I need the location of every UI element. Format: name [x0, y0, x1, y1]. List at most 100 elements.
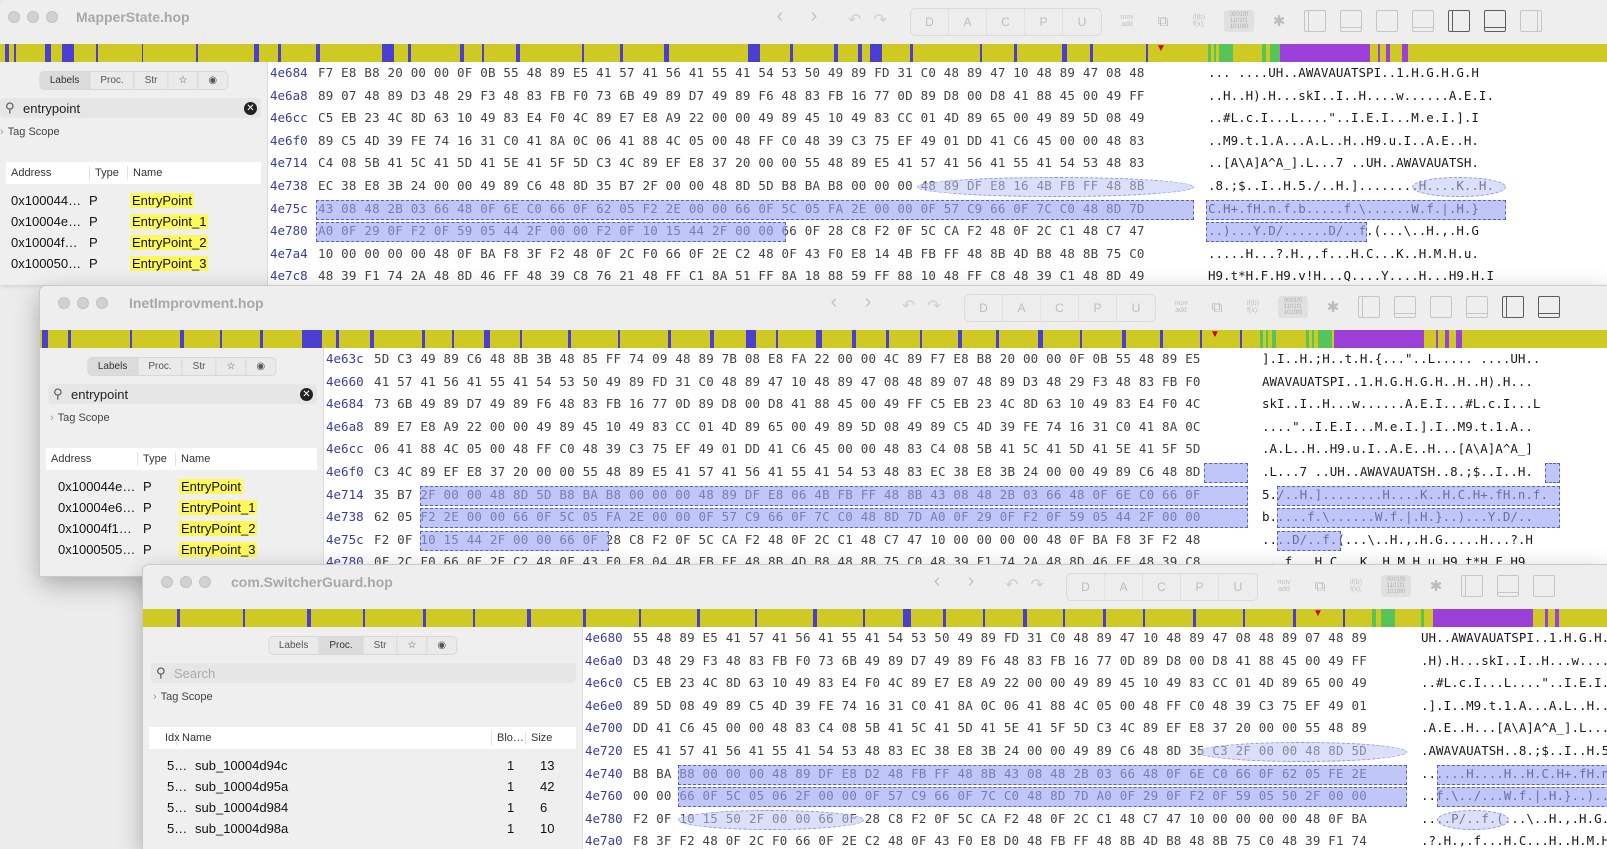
mode-undefined-button[interactable]: U — [1077, 15, 1087, 29]
hex-row[interactable]: 4e684 73 6B 49 89 D7 49 89 F6 48 83 FB 16… — [324, 393, 1607, 416]
hex-bytes[interactable]: C5 EB 23 4C 8D 63 10 49 83 E4 F0 4C 89 E… — [318, 110, 1145, 126]
navigation-strip[interactable]: ▼ — [40, 330, 1607, 348]
hex-bytes[interactable]: 89 C5 4D 39 FE 74 16 31 C0 41 8A 0C 06 4… — [318, 132, 1145, 148]
hex-bytes[interactable]: EC 38 E8 3B 24 00 00 49 89 C6 48 8D 35 B… — [318, 177, 1145, 193]
redo-icon[interactable]: ↷ — [873, 12, 887, 29]
redo-icon[interactable]: ↷ — [1030, 577, 1044, 594]
hex-row[interactable]: 4e684 F7 E8 B8 20 00 00 0F 0B 55 48 89 E5… — [268, 62, 1607, 85]
hex-row[interactable]: 4e714 35 B7 2F 00 00 48 8D 5D B8 BA B8 00… — [324, 484, 1607, 507]
hex-bytes[interactable]: 62 05 F2 2E 00 00 66 0F 5C 05 FA 2E 00 0… — [374, 509, 1201, 525]
tab-strings[interactable]: Str — [364, 637, 398, 654]
zoom-window-button[interactable] — [46, 11, 58, 23]
mov-add-button[interactable]: mov add — [1277, 579, 1291, 593]
redo-icon[interactable]: ↷ — [927, 298, 941, 315]
inspector-icon[interactable] — [1376, 10, 1398, 32]
close-window-button[interactable] — [8, 11, 20, 23]
hex-view[interactable]: 4e680 55 48 89 E5 41 57 41 56 41 55 41 54… — [583, 627, 1607, 849]
forward-arrow-icon[interactable]: › — [864, 291, 872, 313]
tab-bookmarks-star-icon[interactable]: ☆ — [216, 358, 247, 375]
hex-row[interactable]: 4e720 E5 41 57 41 56 41 55 41 54 53 48 83… — [583, 740, 1607, 763]
tab-labels[interactable]: Labels — [269, 637, 320, 654]
list-item[interactable]: 0x1000505… P EntryPoint_3 — [46, 539, 317, 560]
hex-bytes[interactable]: E5 41 57 41 56 41 55 41 54 53 48 83 EC 3… — [633, 742, 1367, 758]
hex-ascii[interactable]: .].I..M9.t.1.A...A.L..H..H9.u.I. — [1421, 697, 1607, 713]
column-address[interactable]: Address — [46, 452, 138, 466]
hex-row[interactable]: 4e6cc C5 EB 23 4C 8D 63 10 49 83 E4 F0 4C… — [268, 107, 1607, 130]
mode-code-button[interactable]: C — [1143, 574, 1181, 600]
cpu-icon[interactable]: ✱ — [1429, 578, 1443, 595]
hex-ascii[interactable]: H9.t*H.F.H9.v!H...Q....Y....H...H9.H.I — [1208, 268, 1494, 284]
hex-ascii[interactable]: C.H+.fH.n.f.b.....f.\......W.f.|.H.} — [1208, 200, 1479, 216]
hex-ascii[interactable]: .A.L..H..H9.u.I..A.E..H...[A\A]A^A_] — [1262, 441, 1533, 457]
hex-ascii[interactable]: ... ....UH..AWAVAUATSPI..1.H.G.H.G.H — [1208, 65, 1479, 80]
hex-ascii[interactable]: .?.H.,.f...H.C...H..H.M.H.u.H9.t — [1421, 833, 1607, 849]
column-size[interactable]: Size — [531, 732, 553, 744]
column-name[interactable]: Name — [181, 453, 211, 465]
hex-bytes[interactable]: F8 3F F2 48 0F 2C F0 66 0F 2E C2 48 0F 4… — [633, 833, 1367, 849]
tab-tags-icon[interactable]: ◉ — [437, 640, 447, 651]
close-window-button[interactable] — [58, 297, 70, 309]
list-item[interactable]: 5… sub_10004d98a 1 10 — [149, 818, 576, 839]
column-type[interactable]: Type — [138, 452, 176, 466]
back-arrow-icon[interactable]: ‹ — [776, 5, 784, 27]
list-item[interactable]: 0x100044e… P EntryPoint — [6, 190, 261, 211]
hex-bytes[interactable]: 06 41 88 4C 05 00 48 FF C0 48 39 C3 75 E… — [374, 441, 1201, 457]
tab-strings[interactable]: Str — [135, 72, 169, 89]
mode-ascii-button[interactable]: A — [949, 9, 987, 35]
toggle-left-pane-icon[interactable] — [1448, 10, 1470, 32]
column-address[interactable]: Address — [6, 166, 90, 180]
hex-row[interactable]: 4e7c8 48 39 F1 74 2A 48 8D 46 FF 48 39 C8… — [268, 265, 1607, 285]
search-input[interactable] — [71, 386, 300, 402]
list-item[interactable]: 0x10004f1… P EntryPoint_2 — [6, 232, 261, 253]
minimize-window-button[interactable] — [180, 576, 192, 588]
hex-row[interactable]: 4e6cc 06 41 88 4C 05 00 48 FF C0 48 39 C3… — [324, 438, 1607, 461]
hex-bytes[interactable]: F7 E8 B8 20 00 00 0F 0B 55 48 89 E5 41 5… — [318, 65, 1145, 80]
hex-view[interactable]: 4e63c 5D C3 49 89 C6 48 8B 3B 48 85 FF 74… — [324, 348, 1607, 576]
hex-ascii[interactable]: .....H...?.H.,.f...H.C...K..H.M.H.u. — [1208, 245, 1479, 261]
toggle-bottom-pane-icon[interactable] — [1538, 296, 1560, 318]
mode-procedure-button[interactable]: P — [1181, 574, 1219, 600]
hex-row[interactable]: 4e738 62 05 F2 2E 00 00 66 0F 5C 05 FA 2E… — [324, 506, 1607, 529]
hex-row[interactable]: 4e6a0 D3 48 29 F3 48 83 FB F0 73 6B 49 89… — [583, 650, 1607, 673]
column-index[interactable]: Idx — [149, 731, 180, 745]
hex-bytes[interactable]: F2 0F 10 15 50 2F 00 00 66 0F 28 C8 F2 0… — [633, 810, 1367, 826]
search-input[interactable] — [174, 665, 576, 681]
tab-labels[interactable]: Labels — [39, 72, 91, 89]
zoom-window-button[interactable] — [199, 576, 211, 588]
hex-bytes[interactable]: F2 0F 10 15 44 2F 00 00 66 0F 28 C8 F2 0… — [374, 531, 1201, 547]
hex-bytes[interactable]: 73 6B 49 89 D7 49 89 F6 48 83 FB 16 77 0… — [374, 396, 1201, 412]
undo-icon[interactable]: ↶ — [848, 12, 862, 29]
zoom-window-button[interactable] — [96, 297, 108, 309]
hex-bytes[interactable]: 5D C3 49 89 C6 48 8B 3B 48 85 FF 74 09 4… — [374, 351, 1201, 366]
hex-row[interactable]: 4e6e0 89 5D 08 49 89 C5 4D 39 FE 74 16 31… — [583, 695, 1607, 718]
flowchart-icon[interactable]: ⧉ — [1211, 298, 1223, 316]
column-type[interactable]: Type — [90, 166, 128, 180]
tag-scope[interactable]: › Tag Scope — [153, 691, 213, 703]
column-name[interactable]: Name — [177, 731, 492, 745]
list-icon[interactable] — [1412, 10, 1434, 32]
hex-bytes[interactable]: 35 B7 2F 00 00 48 8D 5D B8 BA B8 00 00 0… — [374, 486, 1201, 502]
hex-ascii[interactable]: ....D/..f.(...\..H.,.H.G.....H...?.H — [1262, 531, 1533, 547]
list-item[interactable]: 5… sub_10004d984 1 6 — [149, 797, 576, 818]
tab-procedures[interactable]: Proc. — [90, 72, 135, 89]
hex-bytes[interactable]: B8 BA B8 00 00 00 48 89 DF E8 D2 48 FB F… — [633, 765, 1367, 781]
hex-ascii[interactable]: .8.;$..I..H.5./..H.]........H....K..H. — [1208, 177, 1494, 193]
hex-ascii[interactable]: UH..AWAVAUATSPI..1.H.G.H.G.H..H. — [1421, 630, 1607, 645]
hex-row[interactable]: 4e6a8 89 07 48 89 D3 48 29 F3 48 83 FB F0… — [268, 85, 1607, 108]
tab-procedures[interactable]: Proc. — [138, 358, 183, 375]
hex-bytes[interactable]: C4 08 5B 41 5C 41 5D 41 5E 41 5F 5D C3 4… — [318, 155, 1145, 171]
hex-view-button[interactable]: 0001f0 1101f1 1010f0 — [1278, 296, 1308, 318]
sidebar-left-icon[interactable] — [1304, 10, 1326, 32]
forward-arrow-icon[interactable]: › — [967, 570, 975, 592]
hex-row[interactable]: 4e75c F2 0F 10 15 44 2F 00 00 66 0F 28 C8… — [324, 529, 1607, 552]
hex-view[interactable]: 4e684 F7 E8 B8 20 00 00 0F 0B 55 48 89 E5… — [268, 62, 1607, 285]
hex-bytes[interactable]: 00 00 66 0F 5C 05 06 2F 00 00 0F 57 C9 6… — [633, 788, 1367, 804]
hex-ascii[interactable]: ..H..H).H...skI..I..H....w......A.E.I. — [1208, 87, 1494, 103]
tab-bookmarks-star-icon[interactable]: ☆ — [168, 72, 199, 89]
mode-undefined-button[interactable]: U — [1233, 580, 1243, 594]
hex-bytes[interactable]: C5 EB 23 4C 8D 63 10 49 83 E4 F0 4C 89 E… — [633, 675, 1367, 691]
mode-ascii-button[interactable]: A — [1003, 295, 1041, 321]
hex-ascii[interactable]: b.....f.\......W.f.|.H.}..)...Y.D/.. — [1262, 509, 1533, 525]
hex-ascii[interactable]: ...."..I.E.I...M.e.I.].I..M9.t.1.A.. — [1262, 418, 1533, 434]
tab-bookmarks-star-icon[interactable]: ☆ — [397, 637, 428, 654]
